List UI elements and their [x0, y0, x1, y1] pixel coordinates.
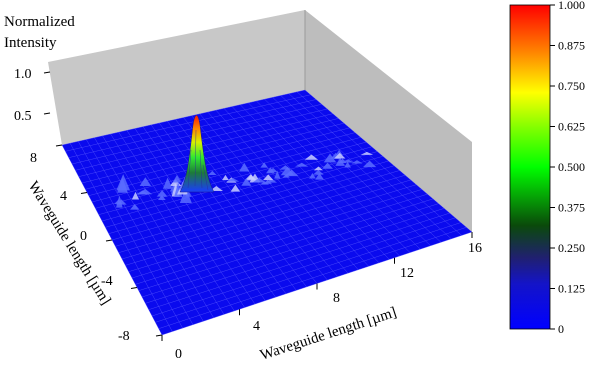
z-axis-title-line2: Intensity	[4, 35, 57, 51]
right-wall	[305, 10, 472, 232]
x-tick-label: 4	[253, 319, 260, 334]
x-tick-label: 0	[175, 347, 182, 362]
colorbar-tick-label: 0.625	[558, 120, 585, 134]
colorbar-tick-label: 0.875	[558, 39, 585, 53]
z-axis-title-line1: Normalized	[4, 14, 75, 30]
y-tick-label: 8	[30, 151, 37, 166]
colorbar-tick-label: 0.750	[558, 79, 585, 93]
colorbar-tick-label: 0.500	[558, 160, 585, 174]
back-wall	[48, 10, 305, 145]
z-tick-label: 1.0	[14, 67, 32, 82]
colorbar-tick-label: 0	[558, 322, 564, 336]
colorbar-tick-label: 1.000	[558, 0, 585, 12]
colorbar-tick-label: 0.250	[558, 241, 585, 255]
colorbar-ticks: 1.000 0.875 0.750 0.625 0.500 0.375 0.250 0.125…	[550, 0, 585, 336]
z-tick-label: 0.5	[14, 109, 32, 124]
intensity-peak	[179, 115, 215, 193]
y-tick-label: -8	[118, 329, 130, 344]
colorbar	[509, 4, 551, 330]
y-tick-label: -4	[101, 274, 113, 289]
y-tick-label: 4	[60, 189, 67, 204]
x-axis-title: Waveguide length [µm]	[258, 305, 398, 364]
colorbar-tick-label: 0.375	[558, 201, 585, 215]
y-tick-label: 0	[80, 229, 87, 244]
x-tick-label: 8	[333, 291, 340, 306]
x-tick-label: 16	[468, 241, 482, 256]
surface-floor	[62, 90, 472, 335]
colorbar-tick-label: 0.125	[558, 282, 585, 296]
x-tick-label: 12	[400, 266, 414, 281]
